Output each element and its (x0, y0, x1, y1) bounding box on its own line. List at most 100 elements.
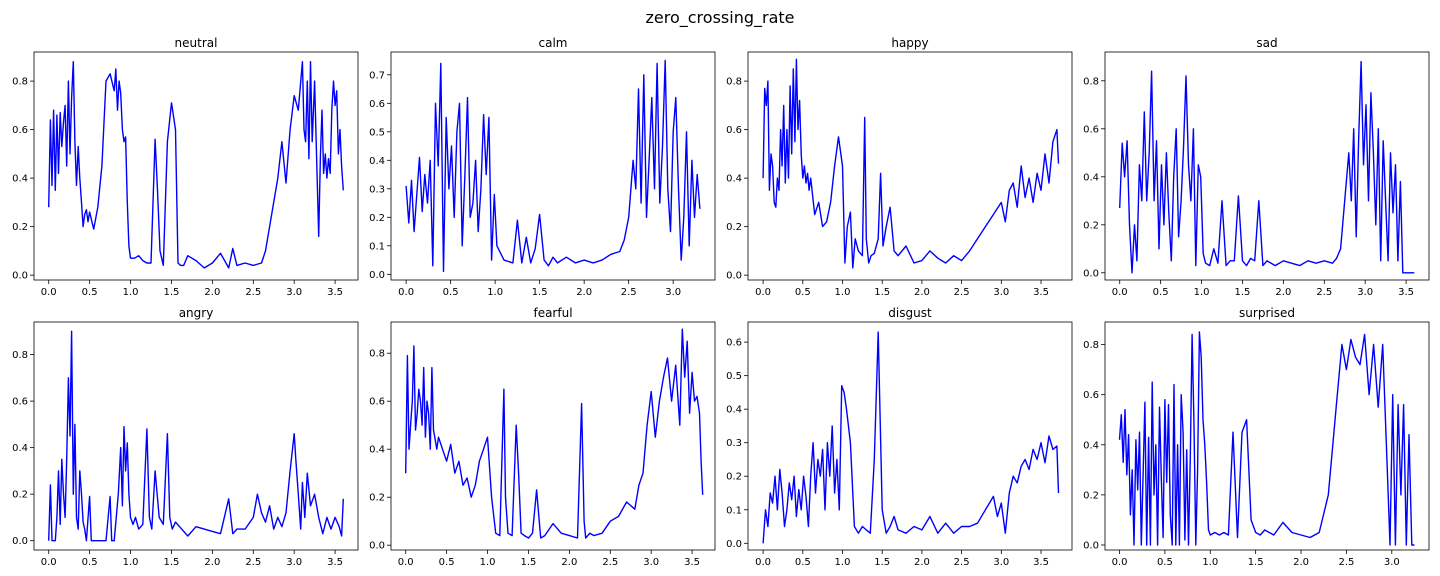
x-tick-label: 3.0 (1384, 557, 1400, 568)
subplot-fearful: fearful 0.0 0.5 1.0 1.5 2.0 2.5 3.0 3.5 0.0 0.2 0.4… (369, 306, 716, 568)
axes-frame (33, 321, 359, 551)
x-tick-label: 1.5 (532, 287, 548, 298)
x-tick-label: 3.5 (1398, 287, 1414, 298)
x-tick-label: 1.0 (835, 287, 851, 298)
x-tick-label: 1.0 (480, 557, 496, 568)
y-tick-label: 0.6 (1083, 390, 1099, 401)
x-tick-label: 0.0 (398, 557, 414, 568)
subplot-title: surprised (1239, 306, 1295, 320)
x-tick-label: 2.0 (914, 287, 930, 298)
y-tick-label: 0.6 (369, 397, 385, 408)
subplot-title: happy (891, 36, 928, 50)
y-tick-label: 0.8 (726, 77, 742, 88)
x-tick-label: 1.0 (123, 557, 139, 568)
x-tick-label: 2.0 (561, 557, 577, 568)
y-tick-label: 0.4 (1083, 172, 1099, 183)
x-tick-label: 1.5 (521, 557, 537, 568)
x-tick-label: 3.0 (993, 557, 1009, 568)
axes-frame (33, 51, 359, 281)
y-tick-label: 0.0 (726, 271, 742, 282)
subplot-happy: happy 0.0 0.5 1.0 1.5 2.0 2.5 3.0 3.5 0.0 0.2 0.4 0.… (726, 36, 1073, 298)
x-tick-label: 2.5 (954, 557, 970, 568)
x-tick-label: 1.5 (874, 287, 890, 298)
subplot-title: sad (1256, 36, 1277, 50)
y-tick-label: 0.3 (726, 438, 742, 449)
x-tick-label: 1.5 (164, 557, 180, 568)
x-tick-label: 0.0 (755, 287, 771, 298)
subplot-angry: angry 0.0 0.5 1.0 1.5 2.0 2.5 3.0 3.5 0.0 0.2 0.4 0.… (12, 306, 359, 568)
y-tick-label: 0.6 (12, 397, 28, 408)
y-tick-label: 0.1 (726, 505, 742, 516)
x-tick-label: 1.0 (123, 287, 139, 298)
subplot-neutral: neutral 0.0 0.5 1.0 1.5 2.0 2.5 3.0 3.5 0.0 0.2 0.4… (12, 36, 359, 298)
x-tick-label: 2.5 (245, 287, 261, 298)
y-tick-label: 0.2 (726, 472, 742, 483)
x-tick-label: 0.0 (1112, 557, 1128, 568)
x-tick-label: 0.0 (398, 287, 414, 298)
y-tick-label: 0.5 (369, 127, 385, 138)
x-tick-label: 2.5 (1338, 557, 1354, 568)
subplot-title: disgust (888, 306, 932, 320)
x-tick-label: 3.5 (684, 557, 700, 568)
x-tick-label: 3.0 (993, 287, 1009, 298)
x-tick-label: 1.5 (874, 557, 890, 568)
series-line (1119, 60, 1415, 274)
x-tick-label: 3.0 (286, 287, 302, 298)
x-tick-label: 0.0 (755, 557, 771, 568)
x-tick-label: 0.5 (82, 287, 98, 298)
x-tick-label: 2.5 (621, 287, 637, 298)
x-tick-label: 0.0 (41, 557, 57, 568)
subplot-sad: sad 0.0 0.5 1.0 1.5 2.0 2.5 3.0 3.5 0.0 0.2 0.4 0.6 0… (1083, 36, 1430, 298)
y-tick-label: 0.3 (369, 184, 385, 195)
axes-frame (747, 321, 1073, 551)
x-tick-label: 0.5 (1157, 557, 1173, 568)
x-tick-label: 1.0 (835, 557, 851, 568)
subplot-calm: calm 0.0 0.5 1.0 1.5 2.0 2.5 3.0 0.0 0.1 0.2 0.3 0.4… (369, 36, 716, 298)
x-tick-label: 3.5 (1033, 287, 1049, 298)
y-tick-label: 0.6 (1083, 124, 1099, 135)
y-tick-label: 0.4 (369, 445, 385, 456)
subplot-title: calm (539, 36, 568, 50)
y-tick-label: 0.2 (12, 222, 28, 233)
series-line (405, 59, 701, 273)
x-tick-label: 2.0 (1293, 557, 1309, 568)
y-tick-label: 0.1 (369, 241, 385, 252)
series-line (48, 330, 344, 542)
y-tick-label: 0.0 (1083, 540, 1099, 551)
series-line (762, 331, 1060, 544)
axes-frame (1104, 321, 1430, 551)
x-tick-label: 0.5 (439, 557, 455, 568)
x-tick-label: 0.0 (41, 287, 57, 298)
x-tick-label: 0.5 (795, 287, 811, 298)
x-tick-label: 3.0 (665, 287, 681, 298)
y-tick-label: 0.0 (726, 539, 742, 550)
x-tick-label: 0.0 (1112, 287, 1128, 298)
x-tick-label: 2.0 (204, 557, 220, 568)
x-tick-label: 3.5 (327, 287, 343, 298)
x-tick-label: 1.5 (1248, 557, 1264, 568)
y-tick-label: 0.4 (726, 405, 742, 416)
axes-frame (390, 51, 716, 281)
axes-frame (747, 51, 1073, 281)
y-tick-label: 0.2 (12, 490, 28, 501)
y-tick-label: 0.5 (726, 371, 742, 382)
x-tick-label: 2.0 (1275, 287, 1291, 298)
x-tick-label: 2.0 (914, 557, 930, 568)
y-tick-label: 0.8 (1083, 340, 1099, 351)
x-tick-label: 1.5 (1235, 287, 1251, 298)
axes-frame (390, 321, 716, 551)
y-tick-label: 0.7 (369, 70, 385, 81)
y-tick-label: 0.2 (726, 222, 742, 233)
subplot-disgust: disgust 0.0 0.5 1.0 1.5 2.0 2.5 3.0 3.5 0.0 0.1 0.2… (726, 306, 1073, 568)
y-tick-label: 0.0 (369, 541, 385, 552)
subplot-title: angry (179, 306, 214, 320)
series-line (48, 61, 344, 269)
x-tick-label: 0.5 (795, 557, 811, 568)
y-tick-label: 0.4 (12, 443, 28, 454)
y-tick-label: 0.4 (1083, 440, 1099, 451)
y-tick-label: 0.0 (369, 270, 385, 281)
x-tick-label: 1.5 (164, 287, 180, 298)
x-tick-label: 2.5 (954, 287, 970, 298)
series-line (405, 328, 704, 539)
